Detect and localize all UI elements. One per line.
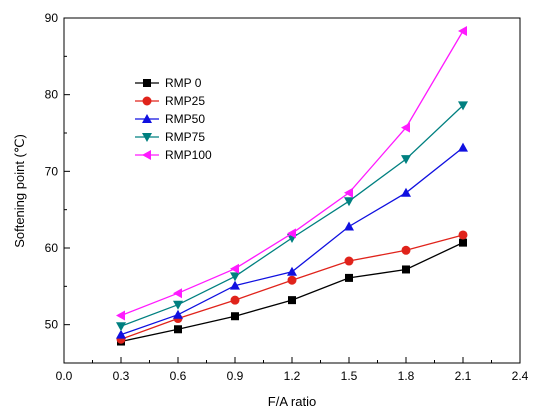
- legend-marker: [142, 150, 151, 160]
- series-line-rmp-0: [120, 242, 464, 343]
- legend-label: RMP50: [165, 112, 205, 126]
- y-tick-label: 90: [45, 11, 59, 25]
- data-point-rmp-0: [231, 312, 239, 321]
- legend-item-rmp25: RMP25: [135, 94, 205, 108]
- data-point-rmp100: [401, 122, 410, 133]
- series-rmp50: [116, 142, 468, 339]
- data-point-rmp25: [344, 256, 354, 266]
- x-tick-label: 1.2: [284, 369, 301, 383]
- data-point-rmp75: [344, 197, 354, 207]
- legend-label: RMP25: [165, 94, 205, 108]
- x-tick-label: 0.3: [113, 369, 130, 383]
- series-line-rmp25: [120, 234, 464, 340]
- y-tick-label: 60: [45, 241, 59, 255]
- data-point-rmp100: [287, 228, 296, 239]
- data-point-rmp-0: [345, 273, 353, 282]
- data-point-rmp75: [116, 322, 126, 332]
- data-point-rmp100: [173, 288, 182, 299]
- data-point-rmp-0: [288, 296, 296, 305]
- x-tick-label: 0.9: [227, 369, 244, 383]
- data-point-rmp50: [230, 280, 240, 290]
- legend-item-rmp100: RMP100: [135, 148, 212, 162]
- legend-item-rmp75: RMP75: [135, 130, 205, 144]
- data-point-rmp-0: [402, 265, 410, 274]
- legend-label: RMP100: [165, 148, 212, 162]
- x-tick-label: 0.6: [170, 369, 187, 383]
- y-tick-label: 50: [45, 318, 59, 332]
- x-axis: 0.0 0.3 0.6 0.9 1.2 1.5 1.8 2.1 2.4: [56, 357, 529, 383]
- series-layer: [116, 26, 468, 346]
- legend-item-rmp50: RMP50: [135, 112, 205, 126]
- x-tick-label: 1.5: [341, 369, 358, 383]
- data-point-rmp100: [116, 310, 125, 321]
- data-point-rmp75: [401, 155, 411, 165]
- data-point-rmp-0: [459, 238, 467, 247]
- data-point-rmp50: [458, 142, 468, 152]
- y-axis: 50 60 70 80 90: [45, 11, 70, 364]
- data-point-rmp25: [287, 275, 297, 285]
- data-point-rmp50: [344, 221, 354, 231]
- data-point-rmp100: [458, 26, 467, 37]
- data-point-rmp75: [458, 101, 468, 111]
- legend-label: RMP 0: [165, 76, 202, 90]
- data-point-rmp25: [230, 295, 240, 305]
- legend-marker: [143, 79, 151, 87]
- data-point-rmp50: [287, 266, 297, 276]
- data-point-rmp75: [173, 300, 183, 310]
- x-axis-label: F/A ratio: [268, 394, 316, 409]
- data-point-rmp-0: [174, 325, 182, 334]
- data-point-rmp25: [458, 230, 468, 240]
- x-tick-label: 2.4: [512, 369, 529, 383]
- legend-marker: [142, 133, 152, 142]
- data-point-rmp50: [116, 329, 126, 339]
- legend-marker: [142, 114, 152, 123]
- data-point-rmp100: [230, 263, 239, 274]
- data-point-rmp25: [401, 245, 411, 255]
- x-tick-label: 2.1: [455, 369, 472, 383]
- y-tick-label: 80: [45, 88, 59, 102]
- legend-marker: [142, 96, 152, 106]
- series-rmp-0: [117, 238, 467, 346]
- data-point-rmp50: [173, 309, 183, 319]
- y-tick-label: 70: [45, 164, 59, 178]
- legend-label: RMP75: [165, 130, 205, 144]
- y-axis-label: Softening point (℃): [12, 134, 27, 248]
- data-point-rmp50: [401, 187, 411, 197]
- legend-item-rmp-0: RMP 0: [135, 76, 202, 90]
- data-point-rmp75: [230, 272, 240, 282]
- data-point-rmp100: [344, 187, 353, 198]
- series-rmp25: [116, 230, 468, 344]
- x-tick-label: 0.0: [56, 369, 73, 383]
- series-rmp100: [116, 26, 467, 321]
- legend: RMP 0 RMP25 RMP50 RMP75 RMP100: [135, 76, 212, 162]
- x-tick-label: 1.8: [398, 369, 415, 383]
